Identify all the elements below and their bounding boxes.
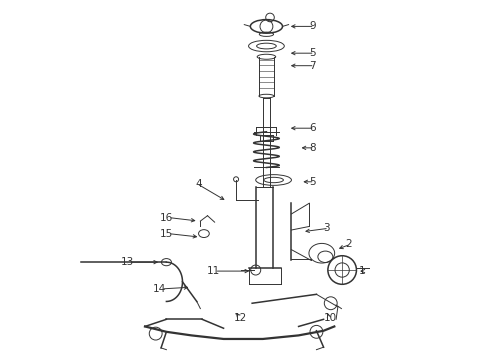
Text: 4: 4 [196, 179, 202, 189]
Text: 16: 16 [160, 212, 173, 222]
Text: 13: 13 [121, 257, 134, 267]
Text: 12: 12 [234, 312, 247, 323]
Text: 8: 8 [309, 143, 316, 153]
Text: 1: 1 [359, 266, 366, 276]
Text: 14: 14 [153, 284, 167, 294]
Text: 9: 9 [309, 21, 316, 31]
Text: 5: 5 [309, 48, 316, 58]
Text: 7: 7 [309, 61, 316, 71]
Text: 11: 11 [207, 266, 220, 276]
Text: 6: 6 [309, 123, 316, 133]
Text: 15: 15 [160, 229, 173, 239]
Text: 3: 3 [323, 223, 330, 233]
Text: 2: 2 [345, 239, 352, 249]
Text: 10: 10 [323, 312, 337, 323]
Text: 5: 5 [309, 177, 316, 187]
